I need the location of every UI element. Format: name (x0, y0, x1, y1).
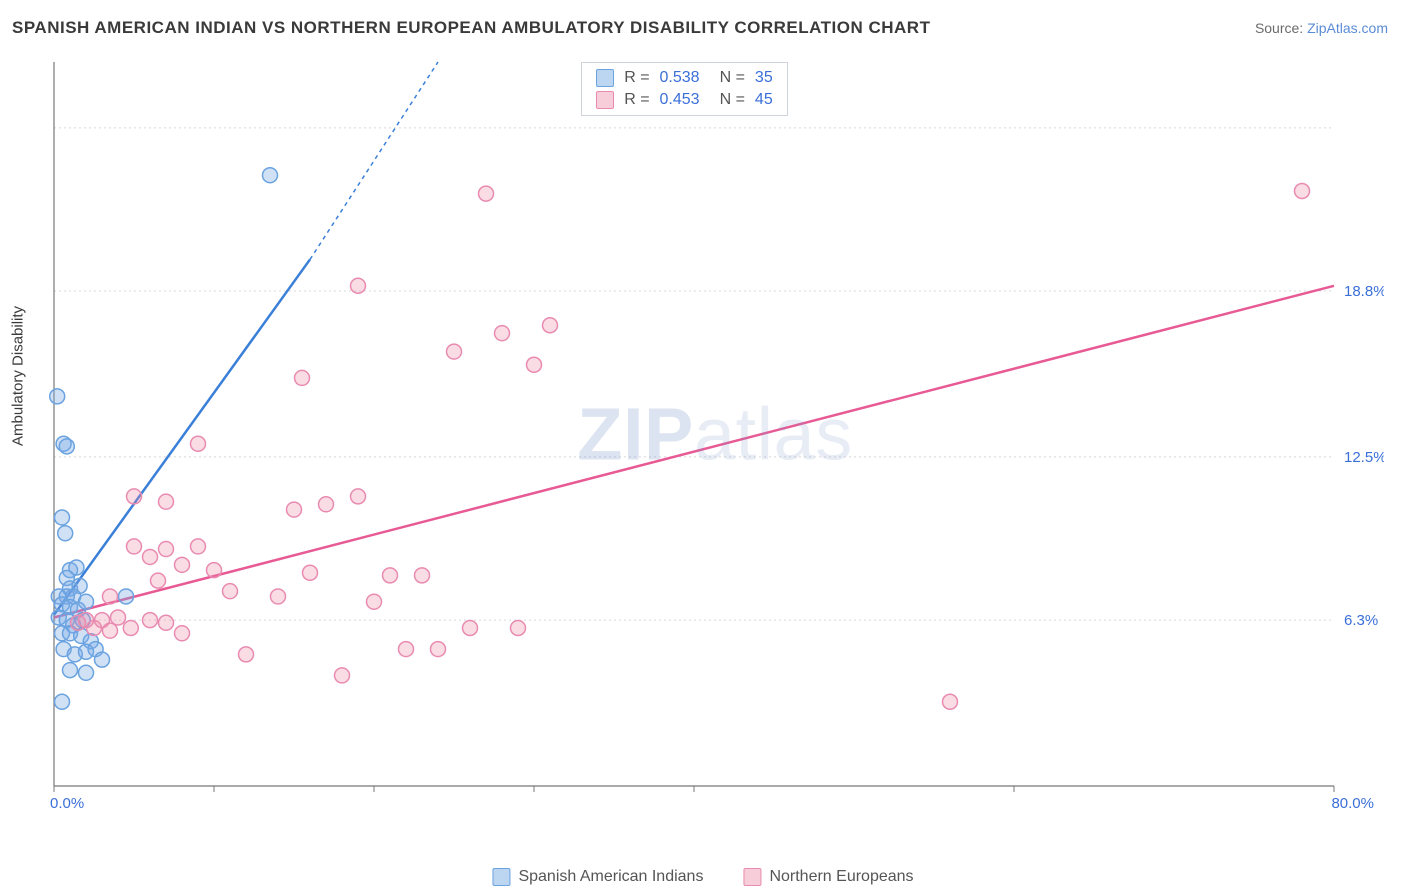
legend-item: Northern Europeans (743, 868, 913, 886)
svg-text:0.0%: 0.0% (50, 795, 84, 812)
y-axis-label: Ambulatory Disability (10, 306, 27, 446)
source-link[interactable]: ZipAtlas.com (1307, 20, 1388, 36)
legend-label: Northern Europeans (769, 868, 913, 886)
plot-svg: 6.3% 12.5% 18.8% 0.0% 80.0% (46, 54, 1384, 814)
stat-n-value: 35 (755, 69, 773, 87)
source-prefix: Source: (1255, 20, 1307, 36)
stat-n-value: 45 (755, 91, 773, 109)
legend-swatch (596, 91, 614, 109)
svg-text:18.8%: 18.8% (1344, 283, 1384, 300)
stat-r-label: R = (624, 69, 649, 87)
svg-text:6.3%: 6.3% (1344, 612, 1378, 629)
chart-title: SPANISH AMERICAN INDIAN VS NORTHERN EURO… (12, 18, 930, 38)
stat-r-value: 0.538 (660, 69, 700, 87)
stat-n-label: N = (720, 69, 745, 87)
svg-text:12.5%: 12.5% (1344, 449, 1384, 466)
legend-label: Spanish American Indians (518, 868, 703, 886)
stats-row: R = 0.453 N = 45 (582, 89, 787, 111)
legend-swatch (596, 69, 614, 87)
legend-swatch (743, 868, 761, 886)
legend-swatch (492, 868, 510, 886)
stats-row: R = 0.538 N = 35 (582, 67, 787, 89)
svg-text:80.0%: 80.0% (1331, 795, 1374, 812)
stat-r-value: 0.453 (660, 91, 700, 109)
source-attribution: Source: ZipAtlas.com (1255, 20, 1388, 36)
scatter-plot: 6.3%12.5%18.8%0.0%80.0% ZIPatlas R =0.53… (46, 54, 1384, 814)
bottom-legend: Spanish American Indians Northern Europea… (492, 868, 913, 886)
stat-n-label: N = (720, 91, 745, 109)
stat-r-label: R = (624, 91, 649, 109)
legend-item: Spanish American Indians (492, 868, 703, 886)
correlation-stats-box: R = 0.538 N = 35 R = 0.453 N = 45 (581, 62, 788, 116)
